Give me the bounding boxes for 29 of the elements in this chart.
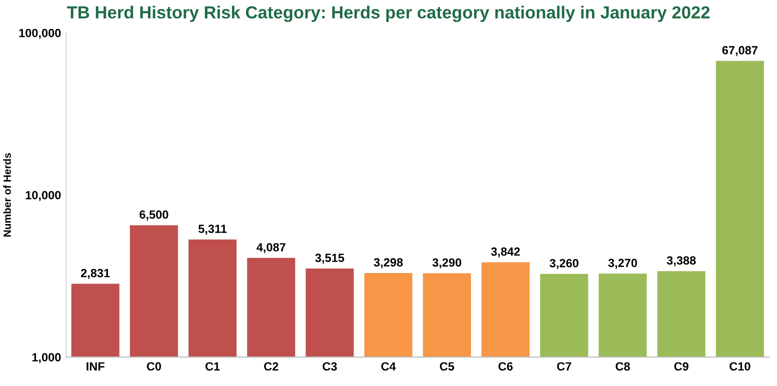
data-label: 3,842 bbox=[491, 247, 520, 258]
y-axis-title: Number of Herds bbox=[3, 153, 11, 236]
x-tick-label: C7 bbox=[557, 362, 572, 371]
y-tick-label: 10,000 bbox=[26, 190, 61, 202]
data-label: 2,831 bbox=[80, 268, 110, 279]
data-label: 67,087 bbox=[722, 46, 758, 56]
y-tick-label: 1,000 bbox=[32, 353, 61, 364]
x-tick-label: C6 bbox=[498, 362, 513, 371]
x-tick-label: INF bbox=[86, 362, 104, 370]
data-label: 6,500 bbox=[140, 210, 168, 220]
x-tick-label: C8 bbox=[616, 362, 630, 371]
x-tick-label: C3 bbox=[322, 362, 337, 371]
data-label: 3,388 bbox=[666, 256, 696, 266]
x-tick-label: C5 bbox=[440, 362, 454, 371]
chart-title: TB Herd History Risk Category: Herds per category nationally in January 2022 bbox=[66, 6, 710, 22]
x-tick-label: C4 bbox=[381, 362, 396, 371]
data-label: 4,087 bbox=[256, 243, 286, 254]
data-label: 5,311 bbox=[198, 224, 227, 235]
data-label: 3,515 bbox=[315, 254, 344, 264]
x-tick-label: C0 bbox=[146, 362, 162, 371]
y-tick-label: 100,000 bbox=[19, 28, 61, 39]
data-label: 3,260 bbox=[550, 258, 578, 270]
x-tick-label: C9 bbox=[674, 362, 688, 371]
data-label: 3,270 bbox=[608, 258, 638, 269]
x-tick-label: C10 bbox=[730, 362, 750, 371]
data-label: 3,290 bbox=[432, 258, 462, 268]
x-tick-label: C2 bbox=[264, 362, 278, 371]
x-tick-label: C1 bbox=[205, 362, 220, 371]
data-label: 3,298 bbox=[374, 258, 403, 268]
